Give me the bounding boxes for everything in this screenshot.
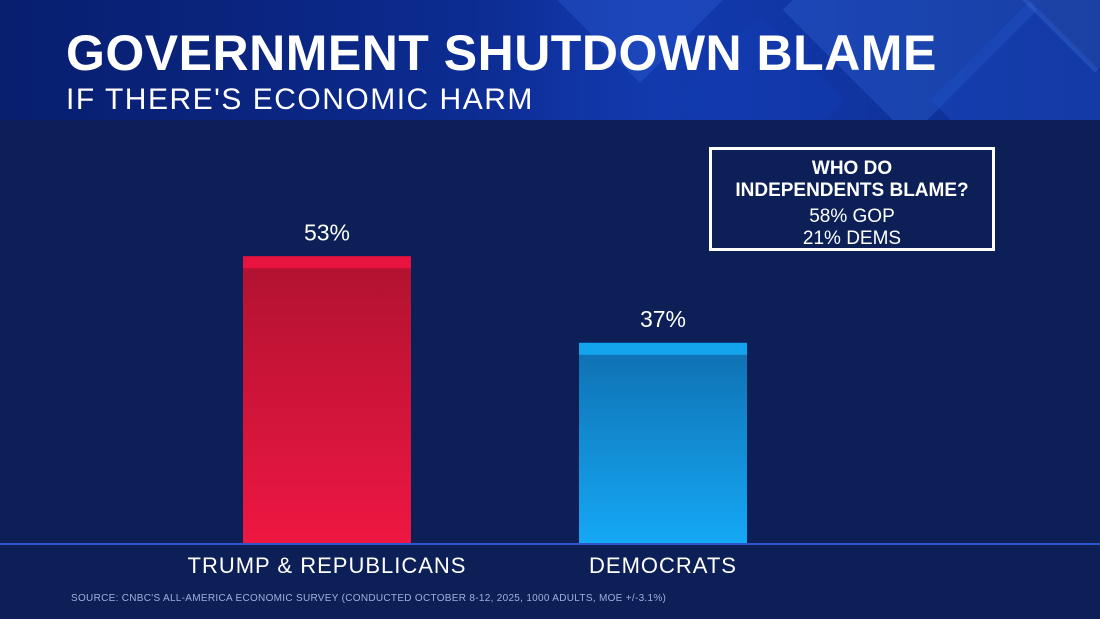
value-label: 37% — [640, 306, 686, 332]
callout-stat-dems: 21% DEMS — [802, 228, 902, 249]
bar-democrats — [579, 342, 747, 543]
bar-top-cap — [579, 342, 747, 355]
chart-title: GOVERNMENT SHUTDOWN BLAME — [66, 25, 937, 81]
chart-subtitle: IF THERE'S ECONOMIC HARM — [66, 83, 534, 116]
header-shade — [0, 0, 560, 120]
callout-question-line1: WHO DO — [811, 158, 893, 179]
bar-top-cap — [243, 256, 411, 269]
header-banner: GOVERNMENT SHUTDOWN BLAME IF THERE'S ECO… — [0, 0, 1100, 120]
category-label: DEMOCRATS — [589, 553, 737, 578]
callout-question-line2: INDEPENDENTS BLAME? — [735, 180, 969, 201]
independents-callout: WHO DO INDEPENDENTS BLAME? 58% GOP 21% D… — [709, 147, 995, 251]
value-label: 53% — [304, 219, 350, 245]
bar-trump-republicans — [243, 256, 411, 543]
source-note: SOURCE: CNBC'S ALL-AMERICA ECONOMIC SURV… — [71, 593, 667, 604]
bars-layer — [243, 256, 747, 543]
labels-layer: 53% TRUMP & REPUBLICANS 37% DEMOCRATS — [188, 219, 737, 578]
callout-stat-gop: 58% GOP — [809, 206, 895, 227]
category-label: TRUMP & REPUBLICANS — [188, 553, 467, 578]
